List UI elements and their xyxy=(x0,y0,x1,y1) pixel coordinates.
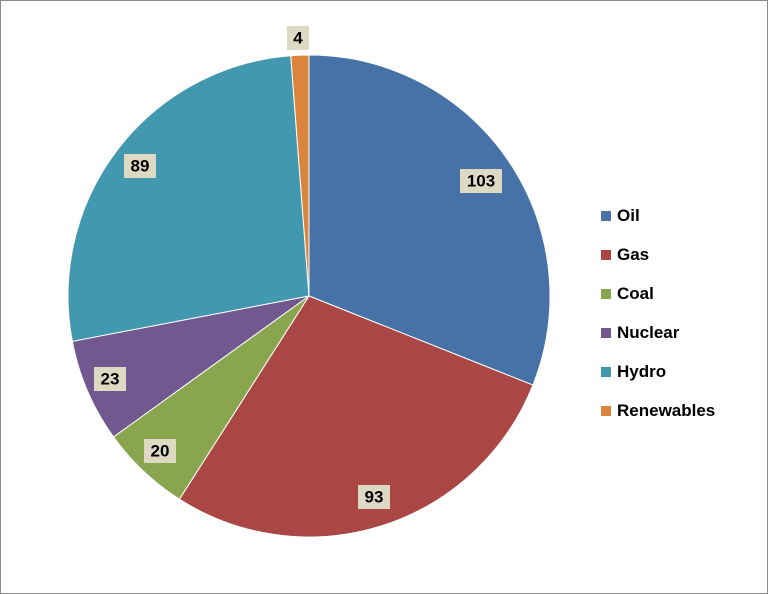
data-label-nuclear: 23 xyxy=(94,367,126,391)
legend-label: Oil xyxy=(617,205,640,225)
legend-item-gas: Gas xyxy=(601,235,751,274)
pie-slice-gas xyxy=(178,295,534,538)
data-label-box xyxy=(358,485,390,509)
legend-swatch xyxy=(601,249,611,260)
legend-label: Renewables xyxy=(617,400,716,420)
legend-item-coal: Coal xyxy=(601,274,751,313)
legend-label: Hydro xyxy=(617,361,667,381)
data-label-box xyxy=(94,367,126,391)
legend-label: Nuclear xyxy=(617,322,680,342)
data-label-text: 93 xyxy=(365,487,384,506)
pie-slices xyxy=(67,54,551,538)
data-label-text: 103 xyxy=(467,171,495,190)
legend-swatch xyxy=(601,327,611,338)
legend-swatch xyxy=(601,405,611,416)
data-label-box xyxy=(144,439,176,463)
data-label-box xyxy=(124,154,156,178)
legend-swatch xyxy=(601,288,611,299)
legend: Oil Gas Coal Nuclear Hydro Renewables xyxy=(601,196,751,430)
legend-item-oil: Oil xyxy=(601,196,751,235)
legend-item-nuclear: Nuclear xyxy=(601,313,751,352)
pie-slice-nuclear xyxy=(71,295,310,438)
data-label-gas: 93 xyxy=(358,485,390,509)
data-label-renewables: 4 xyxy=(287,26,309,50)
data-label-box xyxy=(287,26,309,50)
legend-item-hydro: Hydro xyxy=(601,352,751,391)
data-label-text: 20 xyxy=(151,441,170,460)
data-label-text: 23 xyxy=(101,369,120,388)
data-label-text: 4 xyxy=(293,28,303,47)
data-label-coal: 20 xyxy=(144,439,176,463)
legend-swatch xyxy=(601,366,611,377)
legend-swatch xyxy=(601,210,611,221)
legend-item-renewables: Renewables xyxy=(601,391,751,430)
data-label-hydro: 89 xyxy=(124,154,156,178)
data-label-oil: 103 xyxy=(460,169,502,193)
legend-label: Gas xyxy=(617,244,650,264)
pie-slice-hydro xyxy=(67,55,310,342)
pie-slice-renewables xyxy=(290,54,310,297)
data-labels: 103 93 20 23 89 4 xyxy=(94,26,502,509)
data-label-text: 89 xyxy=(131,156,150,175)
legend-label: Coal xyxy=(617,283,654,303)
data-label-box xyxy=(460,169,502,193)
pie-slice-oil xyxy=(308,54,551,386)
